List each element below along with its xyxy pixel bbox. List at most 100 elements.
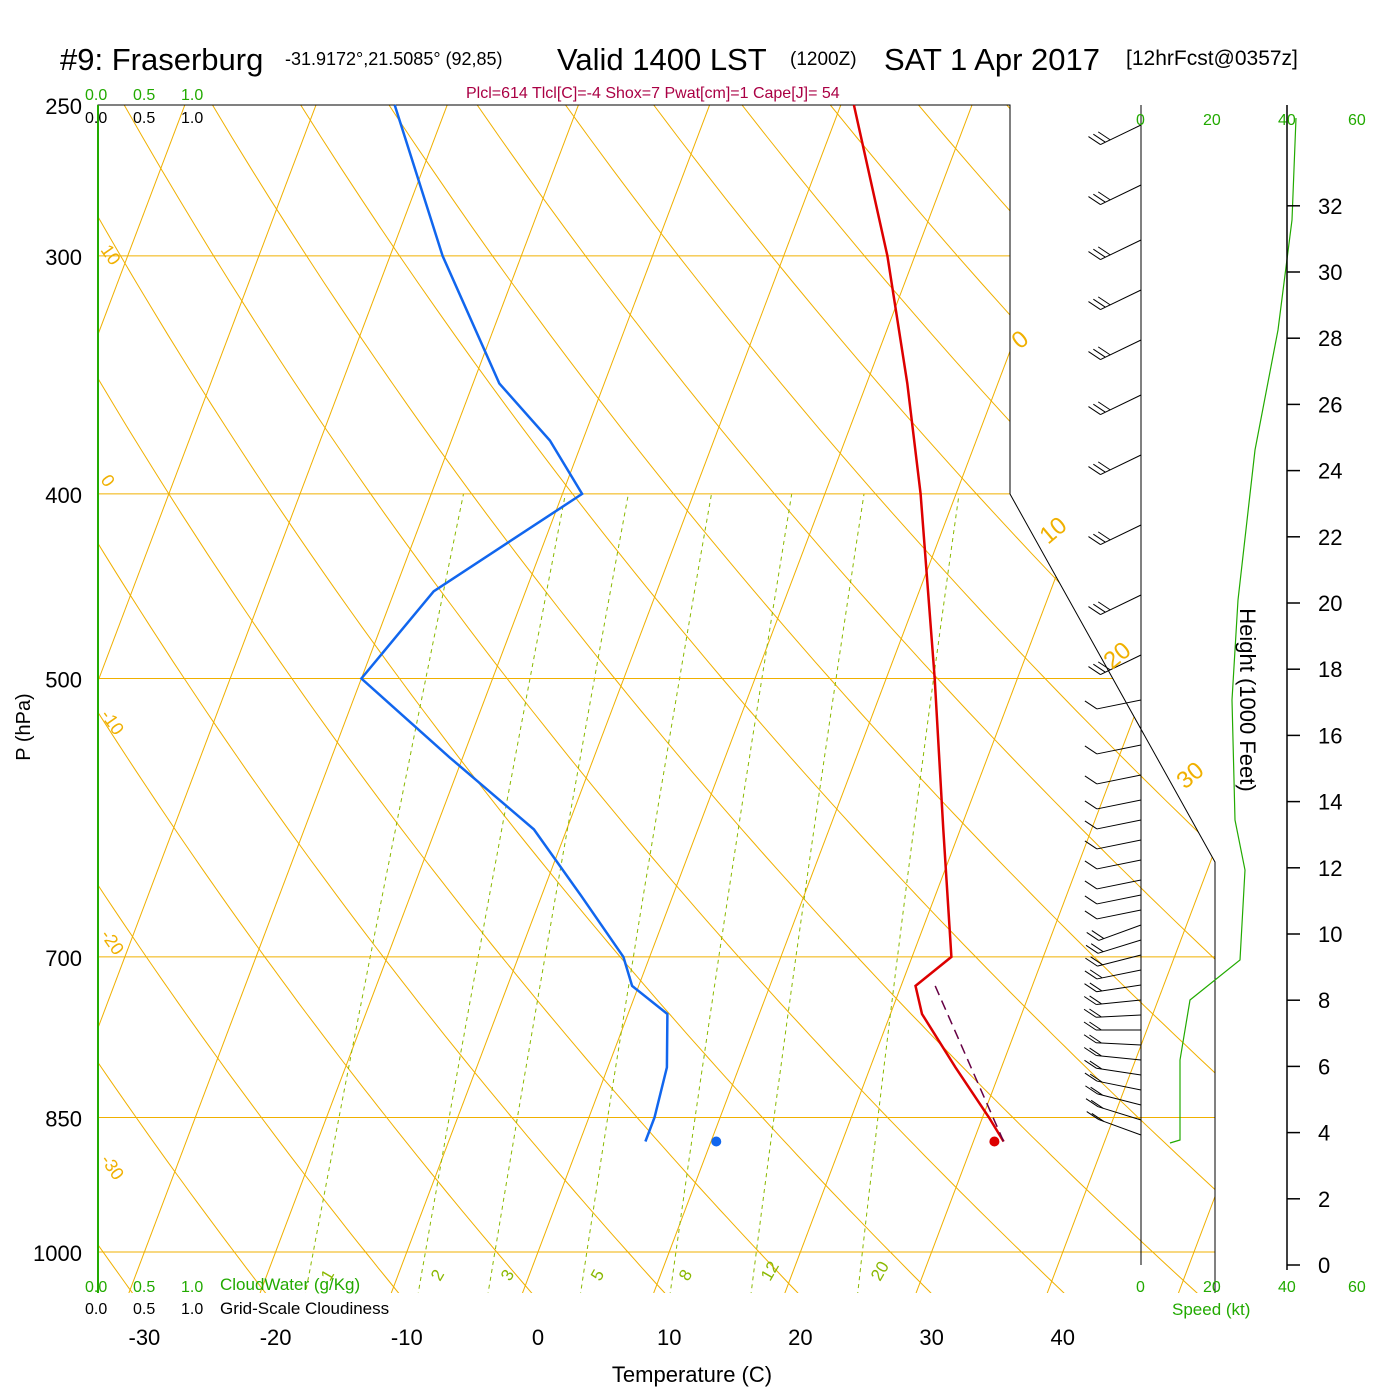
cloudwater-bottom-1: 0.5 [133, 1279, 155, 1296]
height-tick-label: 26 [1318, 392, 1342, 417]
wind-barb-staff [1096, 984, 1142, 993]
isotherm-label: 10 [1035, 512, 1073, 550]
wind-barb-staff [1098, 924, 1142, 941]
wind-barb-flag [1097, 531, 1111, 541]
wind-barb-staff [1096, 1067, 1142, 1076]
cloudiness-top-1: 0.5 [133, 110, 155, 127]
wind-barb-flag [1093, 463, 1106, 473]
wind-barb-staff [1100, 124, 1142, 146]
speed-top-60: 60 [1348, 112, 1366, 129]
wind-barb-flag [1097, 401, 1111, 411]
wind-barb-flag [1084, 820, 1098, 830]
cloudiness-bottom-2: 1.0 [181, 1301, 203, 1318]
cloudwater-label: CloudWater (g/Kg) [220, 1275, 360, 1294]
wind-barb-staff [1100, 454, 1142, 476]
wind-barb-flag [1091, 930, 1105, 939]
wind-barb-flag [1084, 895, 1098, 905]
wind-barb-flag [1089, 1073, 1103, 1083]
isotherm-line [98, 105, 420, 1293]
wind-barb-flag [1084, 970, 1098, 980]
dry-adiabat-line [0, 0, 51, 1368]
wind-barb-flag [1088, 666, 1101, 675]
station-coords: -31.9172°,21.5085° (92,85) [285, 49, 503, 69]
speed-top-0: 0 [1136, 112, 1145, 129]
wind-barb-flag [1091, 1113, 1105, 1122]
wind-barb-flag [1097, 661, 1111, 671]
wind-barb-staff [1096, 969, 1142, 980]
wind-barb-staff [1100, 289, 1142, 311]
x-tick-label: -10 [391, 1325, 423, 1350]
wind-barb-staff [1100, 524, 1142, 546]
height-tick-label: 16 [1318, 723, 1342, 748]
wind-barb-flag [1085, 944, 1099, 954]
wind-barb-flag [1085, 957, 1098, 967]
isotherm-label: -20 [97, 926, 128, 959]
wind-barb-flag [1088, 351, 1101, 360]
wind-barb-flag [1093, 348, 1106, 358]
dry-adiabat-line [222, 105, 1215, 1293]
wind-barb-flag [1089, 995, 1102, 1005]
speed-bottom-0: 0 [1136, 1279, 1145, 1296]
wind-barb-flag [1088, 136, 1101, 145]
height-tick-label: 12 [1318, 856, 1342, 881]
isotherm-label: 0 [97, 471, 119, 491]
wind-barb-staff [1100, 184, 1142, 206]
dry-adiabat-line [382, 105, 1215, 1293]
wind-barb-flag [1097, 601, 1111, 611]
dry-adiabat-line [98, 105, 325, 1293]
isotherm-label: 30 [1172, 757, 1210, 795]
pressure-tick-label: 1000 [33, 1241, 82, 1266]
wind-barb-flag [1093, 533, 1106, 543]
wind-speed-profile [1169, 117, 1297, 1144]
isotherm-line [756, 105, 1215, 1293]
wind-barb-flag [1093, 248, 1106, 258]
speed-bottom-20: 20 [1203, 1279, 1221, 1296]
wind-barb-flag [1084, 1059, 1097, 1069]
cloudwater-top-2: 1.0 [181, 87, 203, 104]
wind-barb-flag [1084, 860, 1098, 870]
height-tick-label: 0 [1318, 1253, 1330, 1278]
mixing-ratio-line [475, 493, 629, 1293]
isotherm-label: 0 [1007, 325, 1035, 354]
station-title: #9: Fraserburg [60, 42, 263, 77]
mixing-ratio-label: 2 [427, 1266, 448, 1284]
x-tick-label: 10 [657, 1325, 681, 1350]
wind-barb-staff [1098, 1119, 1142, 1136]
wind-barb-flag [1084, 775, 1098, 785]
wind-barb-flag [1089, 982, 1103, 992]
cloudiness-top-2: 1.0 [181, 110, 203, 127]
wind-barb-flag [1088, 301, 1101, 310]
wind-barb-staff [1097, 954, 1142, 967]
dry-adiabat-line [1025, 105, 1215, 1293]
wind-barb-flag [1084, 1072, 1098, 1082]
pressure-tick-label: 850 [45, 1107, 82, 1132]
stability-indices: Plcl=614 Tlcl[C]=-4 Shox=7 Pwat[cm]=1 Ca… [466, 85, 840, 102]
wind-barb-flag [1090, 956, 1103, 966]
height-tick-label: 32 [1318, 194, 1342, 219]
wind-barb-flag [1084, 840, 1098, 850]
cloudiness-top-0: 0.0 [85, 110, 107, 127]
wind-barb-flag [1083, 996, 1097, 1005]
wind-barb-flag [1083, 1008, 1097, 1018]
wind-barb-flag [1084, 880, 1098, 890]
valid-time: Valid 1400 LST [557, 42, 767, 77]
speed-bottom-40: 40 [1278, 1279, 1296, 1296]
wind-barb-flag [1093, 193, 1106, 203]
wind-barb-staff [1096, 894, 1142, 905]
wind-barb-staff [1096, 699, 1142, 710]
height-tick-label: 10 [1318, 922, 1342, 947]
mixing-ratio-line [849, 493, 960, 1293]
mixing-ratio-line [659, 493, 793, 1293]
wind-barb-flag [1089, 1047, 1102, 1057]
x-tick-label: 0 [532, 1325, 544, 1350]
wind-barb-flag [1090, 943, 1104, 953]
height-tick-label: 4 [1318, 1121, 1330, 1146]
mixing-ratio-label: 5 [587, 1266, 608, 1284]
isotherm-line [231, 105, 813, 1293]
wind-barb-staff [1096, 839, 1142, 850]
dry-adiabat-line [302, 105, 1215, 1293]
wind-barb-staff [1100, 654, 1142, 676]
height-tick-label: 8 [1318, 988, 1330, 1013]
